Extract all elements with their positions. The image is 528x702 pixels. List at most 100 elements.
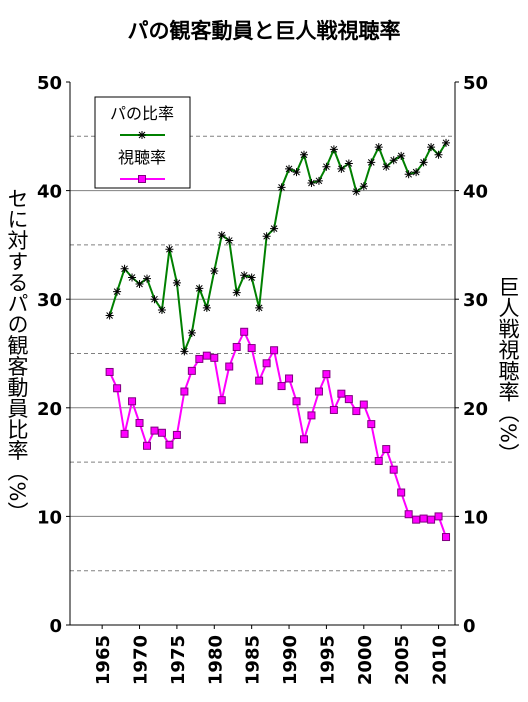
point [322, 370, 331, 379]
point [427, 143, 436, 152]
point [404, 170, 413, 179]
x-tick-label: 1975 [168, 635, 189, 685]
point [157, 306, 166, 315]
point [210, 353, 219, 362]
chart-title: パの観客動員と巨人戦視聴率 [128, 19, 401, 43]
point [270, 224, 279, 233]
point [367, 420, 376, 429]
point [172, 278, 181, 287]
point [277, 183, 286, 192]
y2-tick-label: 30 [463, 290, 488, 311]
point [180, 347, 189, 356]
point [359, 182, 368, 191]
point [329, 145, 338, 154]
point [314, 176, 323, 185]
point [397, 151, 406, 160]
legend-marker [138, 131, 146, 139]
legend-marker [138, 175, 146, 183]
point [150, 295, 159, 304]
point [187, 328, 196, 337]
point [195, 354, 204, 363]
point [419, 158, 428, 167]
y2-tick-label: 20 [463, 399, 488, 420]
series [105, 138, 451, 356]
series [105, 327, 451, 542]
point [285, 374, 294, 383]
point [262, 359, 271, 368]
point [389, 156, 398, 165]
point [255, 303, 264, 312]
y-tick-label: 10 [37, 507, 62, 528]
y-tick-label: 50 [37, 73, 62, 94]
point [202, 351, 211, 360]
point [389, 465, 398, 474]
y-tick-label: 30 [37, 290, 62, 311]
series-line [108, 329, 447, 538]
point [105, 311, 114, 320]
y-tick-label: 0 [49, 616, 62, 637]
point [150, 426, 159, 435]
point [434, 512, 443, 521]
y2-tick-label: 10 [463, 507, 488, 528]
legend-box [94, 96, 191, 189]
point [195, 284, 204, 293]
point [135, 279, 144, 288]
point [172, 430, 181, 439]
x-tick-label: 1985 [243, 635, 264, 685]
x-tick-label: 1990 [280, 635, 301, 685]
point [247, 273, 256, 282]
point [217, 231, 226, 240]
point [307, 178, 316, 187]
y2-tick-label: 50 [463, 73, 488, 94]
point [299, 435, 308, 444]
x-tick-label: 1995 [317, 635, 338, 685]
y2-tick-label: 0 [463, 616, 476, 637]
point [352, 187, 361, 196]
point [404, 510, 413, 519]
point [240, 271, 249, 280]
point [412, 168, 421, 177]
legend-label: パの比率 [110, 104, 174, 123]
point [165, 245, 174, 254]
point [105, 367, 114, 376]
point [337, 389, 346, 398]
y2-axis-label: 巨人戦視聴率（%） [496, 276, 520, 464]
point [442, 138, 451, 147]
point [382, 162, 391, 171]
point [442, 533, 451, 542]
x-tick-label: 2005 [392, 635, 413, 685]
point [285, 164, 294, 173]
point [217, 396, 226, 405]
point [120, 429, 129, 438]
point [128, 273, 137, 282]
point [165, 440, 174, 449]
x-tick-label: 1980 [205, 635, 226, 685]
point [322, 162, 331, 171]
point [180, 387, 189, 396]
point [337, 164, 346, 173]
point [359, 400, 368, 409]
x-tick-label: 2010 [430, 635, 451, 685]
x-tick-label: 2000 [355, 635, 376, 685]
point [434, 150, 443, 159]
y-tick-label: 20 [37, 399, 62, 420]
point [307, 411, 316, 420]
point [113, 287, 122, 296]
point [344, 159, 353, 168]
point [262, 232, 271, 241]
legend-label: 視聴率 [118, 148, 166, 167]
point [225, 362, 234, 371]
x-tick-label: 1965 [93, 635, 114, 685]
point [299, 150, 308, 159]
point [255, 376, 264, 385]
point [277, 382, 286, 391]
series-line [108, 142, 447, 352]
point [143, 441, 151, 450]
point [270, 346, 279, 355]
y2-tick-label: 40 [463, 182, 488, 203]
y-tick-label: 40 [37, 182, 62, 203]
point [225, 236, 234, 245]
